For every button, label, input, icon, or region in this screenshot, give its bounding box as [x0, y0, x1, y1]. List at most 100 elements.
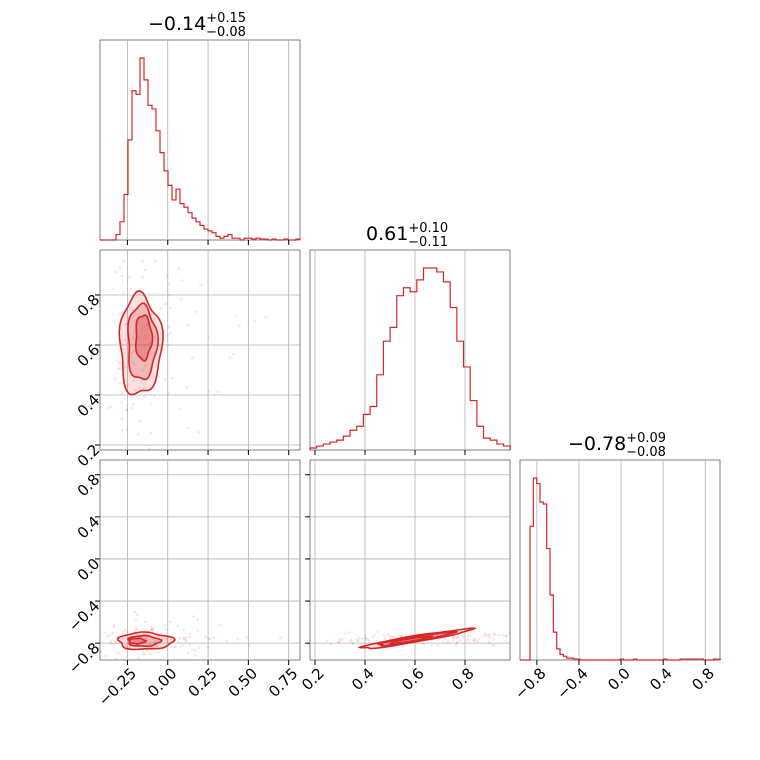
scatter-point	[437, 639, 440, 642]
scatter-point	[388, 635, 391, 639]
scatter-point	[163, 378, 167, 381]
scatter-point	[485, 633, 488, 637]
scatter-point	[487, 642, 490, 645]
scatter-point	[142, 653, 146, 656]
scatter-point	[491, 643, 494, 647]
scatter-point	[150, 629, 154, 632]
scatter-point	[188, 632, 192, 636]
scatter-point	[375, 639, 378, 643]
scatter-point	[134, 628, 138, 632]
scatter-point	[455, 641, 459, 644]
x-tick-label: 0.50	[225, 664, 261, 700]
scatter-point	[164, 302, 167, 306]
scatter-point	[473, 639, 477, 642]
scatter-point	[132, 336, 135, 340]
scatter-point	[184, 639, 187, 642]
scatter-point	[364, 633, 367, 637]
scatter-point	[103, 631, 106, 634]
scatter-point	[148, 447, 151, 450]
scatter-point	[196, 618, 200, 621]
scatter-point	[118, 381, 122, 385]
scatter-point	[152, 351, 156, 355]
scatter-point	[192, 615, 195, 618]
scatter-point	[349, 639, 352, 643]
contour-1-2-level-2	[388, 635, 435, 645]
scatter-point	[390, 635, 394, 639]
scatter-point	[469, 634, 473, 638]
scatter-point	[487, 633, 491, 636]
contour-0-1-level-1	[127, 302, 160, 381]
title-param-1: 0.61+0.10 −0.11	[366, 221, 448, 250]
scatter-point	[141, 632, 145, 636]
scatter-point	[351, 642, 354, 645]
scatter-point	[466, 634, 470, 637]
scatter-point	[155, 644, 159, 648]
scatter-point	[337, 640, 341, 644]
scatter-point	[177, 267, 181, 271]
scatter-point	[108, 634, 111, 637]
scatter-point	[118, 266, 122, 269]
scatter-point	[452, 637, 456, 640]
histogram-layer	[100, 57, 721, 661]
x-tick-label: 0.75	[265, 664, 301, 700]
scatter-point	[248, 644, 251, 647]
scatter-point	[146, 324, 150, 327]
scatter-point	[120, 417, 123, 421]
scatter-point	[344, 632, 347, 635]
scatter-point	[477, 637, 480, 641]
scatter-point	[132, 379, 136, 383]
scatter-point	[181, 643, 185, 647]
scatter-point	[143, 334, 147, 337]
scatter-point	[338, 637, 342, 640]
scatter-point	[339, 638, 342, 642]
scatter-point	[126, 629, 129, 633]
scatter-point	[168, 293, 171, 297]
histogram-0	[100, 57, 301, 241]
scatter-point	[152, 394, 156, 398]
scatter-point	[105, 634, 109, 638]
scatter-point	[235, 315, 238, 318]
scatter-point	[349, 638, 353, 641]
scatter-point	[104, 654, 108, 658]
scatter-point	[133, 610, 137, 614]
scatter-point	[143, 268, 147, 272]
x-tick-label: 0.8	[448, 664, 478, 694]
scatter-point	[176, 624, 180, 628]
scatter-point	[492, 632, 496, 635]
scatter-point	[114, 641, 117, 644]
scatter-point	[179, 297, 183, 301]
scatter-point	[116, 359, 119, 363]
scatter-point	[436, 643, 440, 647]
scatter-point	[120, 274, 123, 278]
scatter-point	[458, 639, 462, 642]
scatter-point	[164, 628, 168, 631]
scatter-point	[173, 645, 177, 648]
scatter-point	[454, 635, 458, 638]
scatter-point	[373, 633, 377, 637]
scatter-point	[166, 640, 169, 643]
scatter-point	[447, 640, 451, 643]
scatter-point	[364, 637, 368, 640]
scatter-point	[156, 650, 160, 654]
scatter-point	[279, 636, 282, 639]
scatter-point	[238, 324, 241, 328]
scatter-point	[197, 430, 201, 434]
scatter-point	[145, 649, 149, 652]
scatter-point	[473, 639, 476, 643]
scatter-point	[208, 637, 212, 641]
scatter-point	[111, 631, 114, 635]
scatter-point	[143, 364, 147, 368]
scatter-point	[128, 645, 131, 649]
scatter-point	[329, 642, 333, 646]
scatter-point	[144, 620, 147, 624]
x-tick-label: 0.8	[688, 664, 718, 694]
scatter-point	[159, 306, 162, 310]
y-tick-label: −0.4	[65, 597, 103, 635]
scatter-point	[150, 628, 153, 632]
scatter-point	[139, 379, 143, 383]
title-1-plus: +0.10	[408, 221, 448, 236]
title-param-2: −0.78+0.09 −0.08	[568, 431, 666, 460]
scatter-point	[122, 630, 126, 633]
scatter-point	[131, 308, 134, 312]
